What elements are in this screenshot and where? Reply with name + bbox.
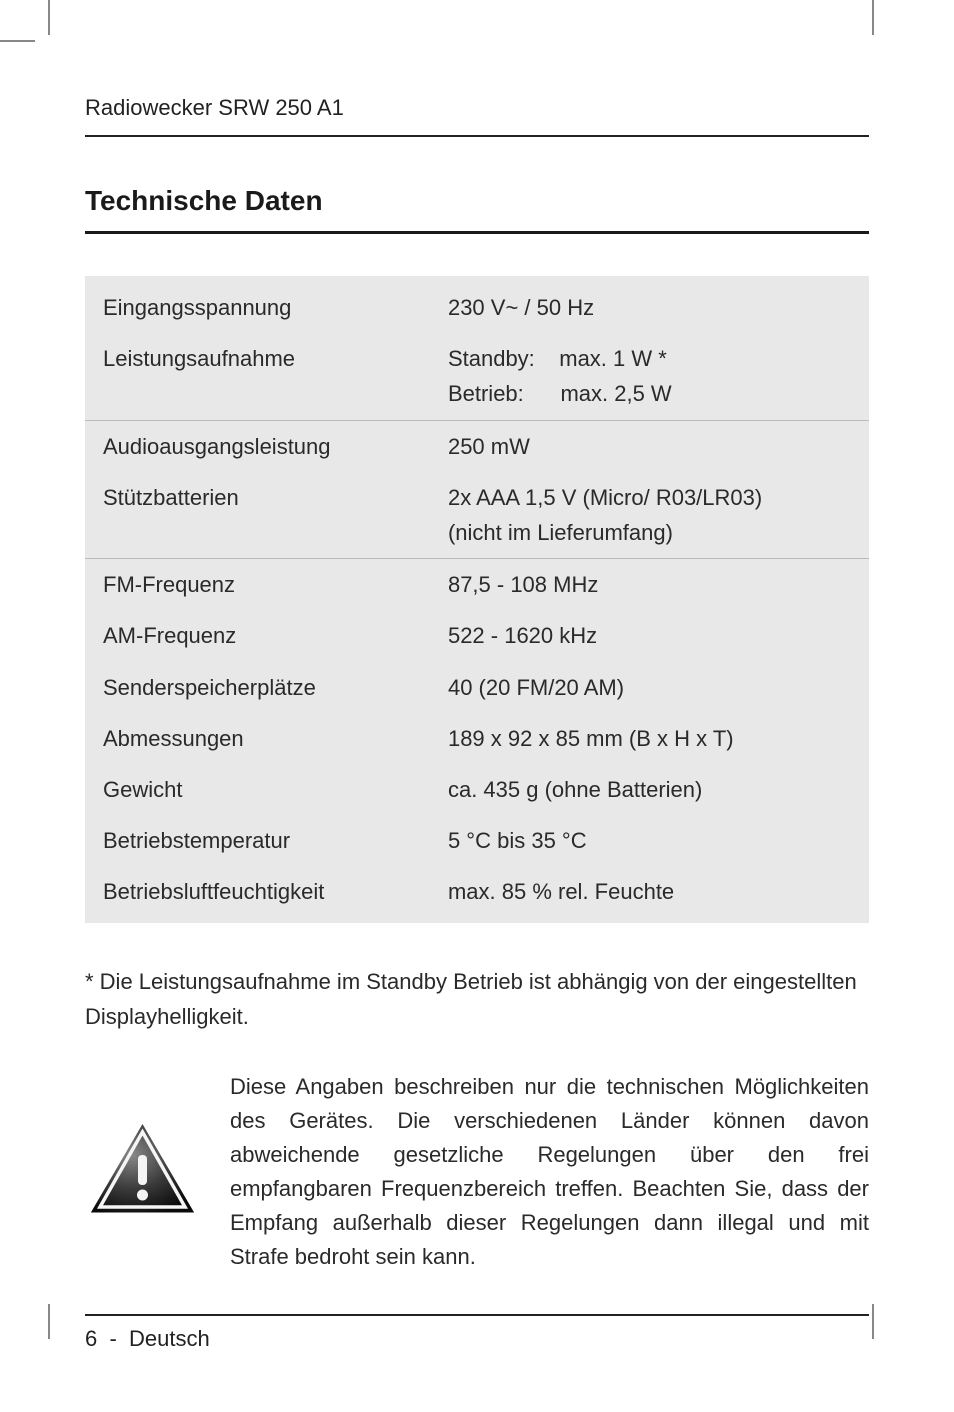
footnote-text: * Die Leistungsaufnahme im Standby Betri… <box>85 965 869 1033</box>
crop-mark <box>0 40 35 42</box>
table-row: LeistungsaufnahmeStandby: max. 1 W *Betr… <box>85 333 869 420</box>
spec-value: 230 V~ / 50 Hz <box>430 276 869 333</box>
spec-value: 2x AAA 1,5 V (Micro/ R03/LR03)(nicht im … <box>430 472 869 559</box>
spec-label: Eingangsspannung <box>85 276 430 333</box>
spec-label: Betriebstemperatur <box>85 815 430 866</box>
crop-mark <box>872 1304 874 1339</box>
footer-rule <box>85 1314 869 1316</box>
spec-value: 250 mW <box>430 420 869 472</box>
spec-label: AM-Frequenz <box>85 610 430 661</box>
crop-mark <box>48 0 50 35</box>
table-row: Eingangsspannung230 V~ / 50 Hz <box>85 276 869 333</box>
warning-info-block: Diese Angaben beschreiben nur die techni… <box>85 1070 869 1275</box>
crop-mark <box>48 1304 50 1339</box>
table-row: Senderspeicherplätze40 (20 FM/20 AM) <box>85 662 869 713</box>
warning-info-text: Diese Angaben beschreiben nur die techni… <box>230 1070 869 1275</box>
header-rule <box>85 135 869 137</box>
table-row: Betriebsluftfeuchtigkeitmax. 85 % rel. F… <box>85 866 869 923</box>
spec-value: 87,5 - 108 MHz <box>430 559 869 611</box>
spec-label: FM-Frequenz <box>85 559 430 611</box>
table-row: AM-Frequenz522 - 1620 kHz <box>85 610 869 661</box>
table-row: Betriebstemperatur5 °C bis 35 °C <box>85 815 869 866</box>
spec-value: 189 x 92 x 85 mm (B x H x T) <box>430 713 869 764</box>
page-header-title: Radiowecker SRW 250 A1 <box>85 95 869 121</box>
section-heading: Technische Daten <box>85 185 869 217</box>
table-row: Audioausgangsleistung250 mW <box>85 420 869 472</box>
spec-label: Senderspeicherplätze <box>85 662 430 713</box>
table-row: Gewichtca. 435 g (ohne Batterien) <box>85 764 869 815</box>
crop-mark <box>872 0 874 35</box>
spec-label: Gewicht <box>85 764 430 815</box>
table-row: Abmessungen189 x 92 x 85 mm (B x H x T) <box>85 713 869 764</box>
spec-label: Stützbatterien <box>85 472 430 559</box>
spec-label: Audioausgangsleistung <box>85 420 430 472</box>
page-footer: 6 - Deutsch <box>85 1326 869 1352</box>
specifications-table: Eingangsspannung230 V~ / 50 HzLeistungsa… <box>85 276 869 923</box>
table-row: Stützbatterien2x AAA 1,5 V (Micro/ R03/L… <box>85 472 869 559</box>
spec-value: 40 (20 FM/20 AM) <box>430 662 869 713</box>
spec-value: max. 85 % rel. Feuchte <box>430 866 869 923</box>
spec-value: ca. 435 g (ohne Batterien) <box>430 764 869 815</box>
spec-value: 5 °C bis 35 °C <box>430 815 869 866</box>
spec-label: Leistungsaufnahme <box>85 333 430 420</box>
spec-label: Abmessungen <box>85 713 430 764</box>
section-rule <box>85 231 869 234</box>
table-row: FM-Frequenz87,5 - 108 MHz <box>85 559 869 611</box>
warning-icon <box>85 1119 200 1224</box>
spec-value: Standby: max. 1 W *Betrieb: max. 2,5 W <box>430 333 869 420</box>
spec-label: Betriebsluftfeuchtigkeit <box>85 866 430 923</box>
spec-value: 522 - 1620 kHz <box>430 610 869 661</box>
